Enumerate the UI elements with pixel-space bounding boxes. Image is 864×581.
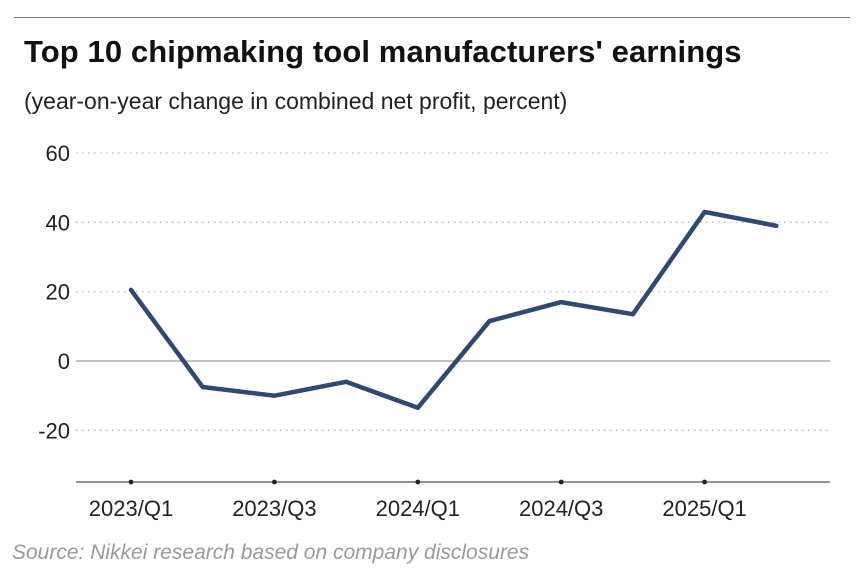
x-tick-mark: [272, 479, 277, 485]
x-tick-label: 2024/Q3: [519, 496, 603, 521]
y-tick-label: 60: [46, 141, 70, 166]
x-tick-mark: [128, 479, 134, 485]
line-chart: 60 40 20 0 -20 2023/Q1 2023/Q3 2024/Q1 2024/Q3 20…: [38, 141, 830, 521]
chart-title: Top 10 chipmaking tool manufacturers' ea…: [24, 34, 742, 69]
source-note: Source: Nikkei research based on company…: [12, 541, 530, 564]
y-tick-label: 0: [58, 349, 70, 374]
x-tick-mark: [415, 479, 421, 485]
y-tick-label: 40: [46, 210, 70, 235]
y-tick-label: -20: [38, 418, 70, 443]
x-tick-label: 2025/Q1: [662, 496, 746, 521]
x-tick-label: 2023/Q1: [89, 496, 173, 521]
chart-subtitle: (year-on-year change in combined net pro…: [24, 88, 568, 114]
x-tick-mark: [702, 479, 707, 485]
x-tick-label: 2024/Q1: [376, 496, 460, 521]
x-tick-mark: [558, 479, 564, 485]
top-rule: [14, 17, 850, 18]
x-tick-label: 2023/Q3: [232, 496, 316, 521]
series-line: [128, 209, 779, 411]
y-tick-label: 20: [46, 280, 70, 305]
